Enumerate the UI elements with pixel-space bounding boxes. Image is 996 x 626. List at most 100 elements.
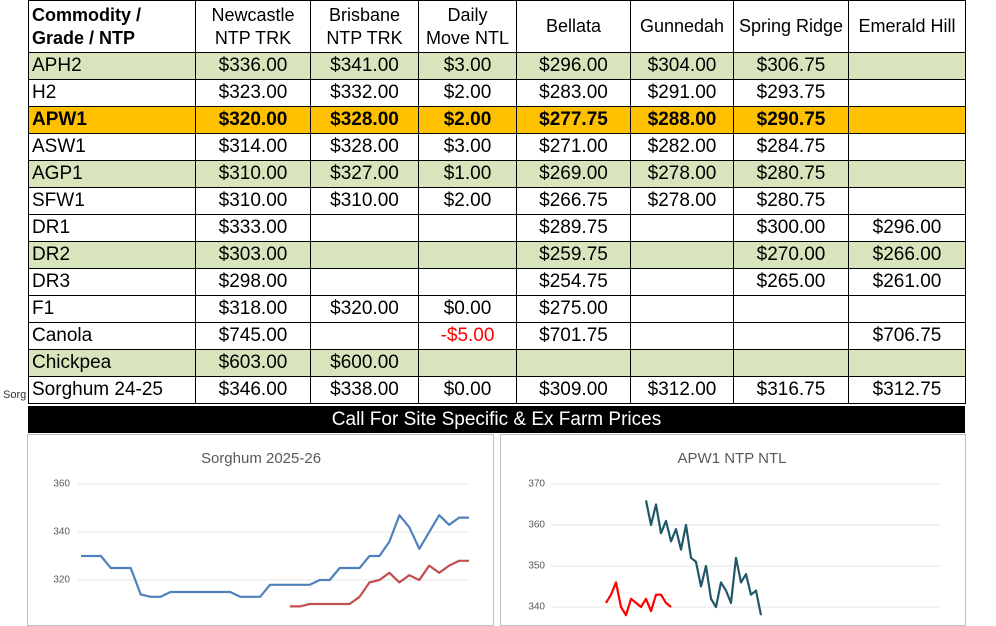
table-cell: $254.75 [516, 268, 631, 296]
table-row: H2 $323.00 $332.00 $2.00 $283.00 $291.00 $293.… [28, 79, 966, 107]
table-cell: $0.00 [418, 295, 517, 323]
cell-text: $259.75 [539, 244, 608, 265]
table-cell: $270.00 [733, 241, 849, 269]
table-cell [418, 241, 517, 269]
table-cell: APH2 [28, 52, 196, 80]
cell-text: $312.75 [872, 379, 942, 400]
cell-text: $291.00 [647, 82, 717, 103]
cell-text: $320.00 [330, 298, 399, 319]
table-cell [310, 241, 419, 269]
table-cell: $328.00 [310, 133, 419, 161]
table-cell: $320.00 [310, 295, 419, 323]
cell-text: $266.75 [539, 190, 608, 211]
table-cell: $290.75 [733, 106, 849, 134]
cell-text: $303.00 [218, 244, 288, 265]
table-cell [418, 214, 517, 242]
table-row: APH2 $336.00 $341.00 $3.00 $296.00 $304.00 $30… [28, 52, 966, 80]
table-cell [733, 349, 849, 377]
table-cell: $300.00 [733, 214, 849, 242]
cell-text: $269.00 [539, 163, 608, 184]
cell-text: $3.00 [443, 55, 492, 76]
cell-text: $3.00 [443, 136, 492, 157]
table-cell: $316.75 [733, 376, 849, 404]
table-cell: $271.00 [516, 133, 631, 161]
table-cell: $1.00 [418, 160, 517, 188]
cell-text: $289.75 [539, 217, 608, 238]
table-cell [630, 322, 734, 350]
cell-text: $275.00 [539, 298, 608, 319]
cell-text: $277.75 [539, 109, 608, 130]
y-tick-label: 360 [53, 479, 70, 490]
table-cell: Sorghum 24-25 [28, 376, 196, 404]
table-cell [848, 79, 966, 107]
table-cell: $310.00 [195, 160, 311, 188]
chart: APW1 NTP NTL 340 350 360 370 [528, 450, 941, 617]
table-cell [516, 349, 631, 377]
table-cell: $296.00 [516, 52, 631, 80]
header-cell: Gunnedah [630, 0, 734, 53]
header-text: NTP TRK [326, 27, 403, 48]
table-cell [733, 322, 849, 350]
cell-text: $323.00 [218, 82, 288, 103]
price-table: Commodity / Grade / NTP Newcastle NTP TRK Br… [28, 0, 966, 404]
table-cell: $280.75 [733, 187, 849, 215]
table-cell: $320.00 [195, 106, 311, 134]
table-cell [418, 268, 517, 296]
header-cell: Commodity / Grade / NTP [28, 0, 196, 53]
header-cell: Bellata [516, 0, 631, 53]
table-cell [310, 268, 419, 296]
cell-text: $328.00 [330, 109, 399, 130]
table-cell: $327.00 [310, 160, 419, 188]
page: Commodity / Grade / NTP Newcastle NTP TRK Br… [3, 0, 966, 626]
table-cell: $266.00 [848, 241, 966, 269]
cell-text: $309.00 [539, 379, 608, 400]
header-text: Newcastle [211, 4, 295, 25]
cell-text: $293.75 [756, 82, 826, 103]
cell-text: $280.75 [756, 190, 826, 211]
cell-text: APW1 [32, 109, 87, 130]
header-text: Bellata [545, 16, 602, 36]
table-cell [630, 268, 734, 296]
header-text: Emerald Hill [858, 16, 956, 36]
table-cell: ASW1 [28, 133, 196, 161]
table-cell [630, 349, 734, 377]
table-cell: $2.00 [418, 106, 517, 134]
header-text: Daily [447, 4, 488, 25]
table-cell: $291.00 [630, 79, 734, 107]
header-text: NTP TRK [214, 27, 292, 48]
table-cell: $280.75 [733, 160, 849, 188]
table-cell: $278.00 [630, 187, 734, 215]
table-cell: $706.75 [848, 322, 966, 350]
cell-text: $1.00 [443, 163, 492, 184]
header-text: Gunnedah [639, 16, 725, 36]
table-cell: DR2 [28, 241, 196, 269]
cell-text: $290.75 [756, 109, 826, 130]
cell-text: DR2 [32, 244, 71, 265]
table-cell: $266.75 [516, 187, 631, 215]
table-cell: $336.00 [195, 52, 311, 80]
table-cell: $288.00 [630, 106, 734, 134]
cell-text: H2 [32, 82, 57, 103]
header-text: Commodity / [32, 4, 142, 25]
series-line [81, 514, 469, 598]
table-cell [733, 295, 849, 323]
cell-text: Chickpea [32, 352, 112, 373]
cell-text: $2.00 [443, 82, 492, 103]
table-cell: $283.00 [516, 79, 631, 107]
y-tick-label: 340 [53, 527, 70, 538]
cell-text: $298.00 [218, 271, 288, 292]
cell-text: $278.00 [647, 190, 717, 211]
cell-text: $314.00 [218, 136, 288, 157]
header-cell: Daily Move NTL [418, 0, 517, 53]
side-note: Sorg [3, 389, 27, 401]
table-cell: $261.00 [848, 268, 966, 296]
table-cell [848, 187, 966, 215]
cell-text: $283.00 [539, 82, 608, 103]
cell-text: $278.00 [647, 163, 717, 184]
header-cell: Brisbane NTP TRK [310, 0, 419, 53]
table-cell: APW1 [28, 106, 196, 134]
cell-text: $310.00 [330, 190, 399, 211]
y-tick-label: 320 [53, 575, 70, 586]
cell-text: $266.00 [872, 244, 942, 265]
cell-text: $282.00 [647, 136, 717, 157]
